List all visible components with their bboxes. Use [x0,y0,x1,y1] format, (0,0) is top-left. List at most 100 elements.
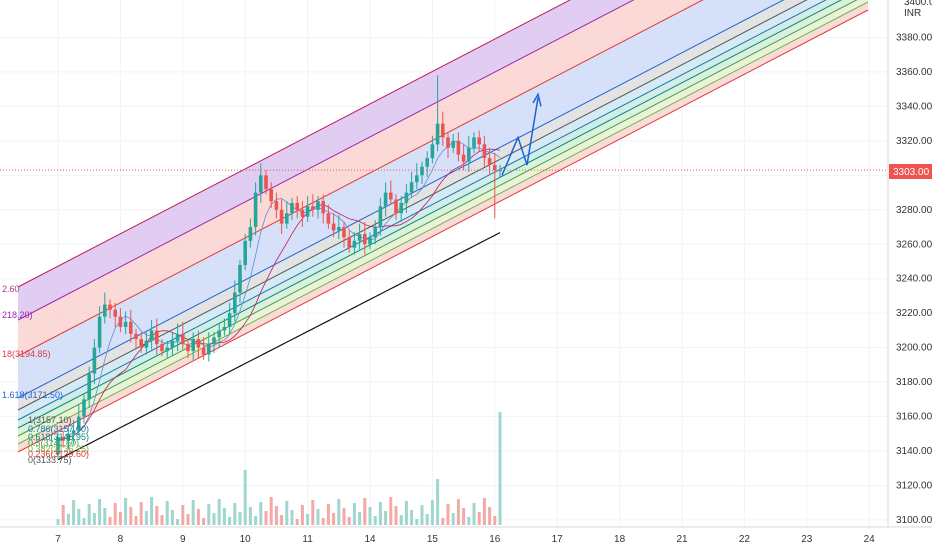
candle[interactable] [441,123,445,138]
candle[interactable] [103,304,107,317]
candle[interactable] [207,344,211,355]
candle[interactable] [227,313,232,327]
candle[interactable] [456,140,461,155]
candle[interactable] [108,304,112,310]
candle[interactable] [342,227,346,238]
candle[interactable] [123,321,128,327]
candle[interactable] [383,192,388,207]
candle[interactable] [352,240,357,248]
candle[interactable] [160,344,164,352]
candle[interactable] [222,326,227,331]
time-tick: 7 [55,534,61,545]
candle[interactable] [217,330,221,338]
candle[interactable] [446,137,450,148]
candle[interactable] [253,192,258,228]
candle[interactable] [243,240,247,265]
candle[interactable] [113,309,117,317]
volume-bar [160,515,164,525]
candle[interactable] [461,154,466,162]
candle[interactable] [389,192,393,200]
candle[interactable] [170,340,175,348]
candle[interactable] [61,437,65,441]
candle[interactable] [363,233,367,245]
candle[interactable] [269,189,273,202]
candle[interactable] [165,347,169,352]
candle[interactable] [420,166,424,176]
candle[interactable] [316,201,320,210]
candlesticks[interactable] [56,75,502,460]
candle[interactable] [347,237,351,248]
candle[interactable] [144,340,149,348]
candle[interactable] [66,433,71,441]
candle[interactable] [139,339,143,348]
candle[interactable] [71,430,76,434]
candle[interactable] [477,137,481,145]
time-axis[interactable]: 7 8 9 10 11 14 15 16 17 18 21 22 23 24 [0,526,932,550]
candle[interactable] [186,344,190,352]
candle[interactable] [487,158,492,165]
candle[interactable] [467,147,471,162]
volume-bar [233,503,237,525]
candle[interactable] [82,399,86,417]
candle[interactable] [331,223,336,231]
candle[interactable] [264,175,268,190]
price-axis[interactable]: 3400.00 INR 3100.00 3120.00 3140.00 3160.00… [887,0,932,527]
candle[interactable] [493,164,497,171]
candle[interactable] [248,227,253,241]
candle[interactable] [87,373,91,400]
candle[interactable] [212,337,216,345]
candle[interactable] [472,137,476,148]
candle[interactable] [404,192,409,203]
candle[interactable] [149,330,154,341]
candle[interactable] [425,158,429,167]
candle[interactable] [118,316,123,327]
volume-bar [124,498,128,525]
candle[interactable] [175,333,180,341]
candle[interactable] [337,227,341,231]
candle[interactable] [238,264,242,293]
candle[interactable] [300,209,305,217]
candle[interactable] [181,333,185,345]
candle[interactable] [285,213,289,224]
candle[interactable] [498,170,502,172]
candle[interactable] [196,339,201,348]
candle[interactable] [274,201,279,210]
candle[interactable] [373,227,377,238]
candle[interactable] [368,237,372,245]
projection-path[interactable] [501,97,539,176]
candle[interactable] [451,140,455,148]
candle[interactable] [92,347,97,374]
candle[interactable] [259,175,263,193]
volume-bar [347,517,351,525]
candle[interactable] [409,182,414,193]
projection-arrow[interactable] [0,92,888,176]
candle[interactable] [326,213,331,224]
candle[interactable] [233,292,237,314]
candle[interactable] [295,202,299,210]
candle[interactable] [311,206,315,210]
candle[interactable] [191,339,195,352]
candle[interactable] [155,330,159,345]
candle[interactable] [399,202,403,214]
candle[interactable] [321,201,325,214]
candle[interactable] [415,175,419,183]
candle[interactable] [357,233,362,241]
candle[interactable] [97,316,102,348]
fib-line [17,0,843,429]
candle[interactable] [201,347,206,355]
candle[interactable] [56,437,60,455]
candle[interactable] [290,202,294,214]
candle[interactable] [394,199,398,214]
candle[interactable] [279,209,284,224]
candle[interactable] [378,206,383,228]
candle[interactable] [430,144,435,159]
volume-bar [103,508,107,525]
candle[interactable] [129,321,133,334]
candle[interactable] [77,416,81,431]
time-tick: 9 [180,534,186,545]
candle[interactable] [482,144,487,159]
candle[interactable] [435,123,440,145]
candle[interactable] [134,333,138,340]
candle[interactable] [305,206,310,217]
